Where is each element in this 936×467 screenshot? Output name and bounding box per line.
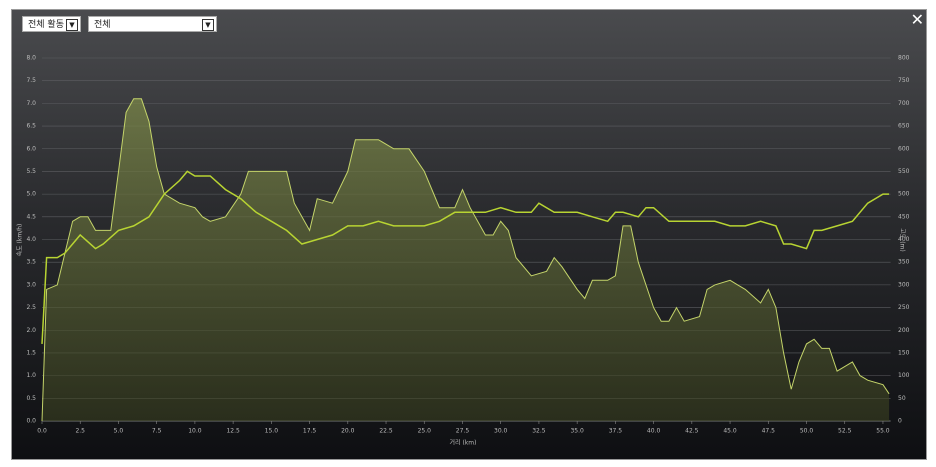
y2-tick-label: 250 (898, 304, 910, 311)
x-tick-label: 35.0 (570, 428, 584, 435)
x-tick-label: 0.0 (37, 428, 47, 435)
y-tick-label: 4.0 (26, 236, 36, 243)
filter-select[interactable]: 전체 ▼ (88, 16, 217, 32)
y-tick-label: 7.0 (26, 100, 36, 107)
y-tick-label: 4.5 (26, 213, 36, 220)
x-axis-label: 거리 (km) (450, 439, 477, 447)
y-tick-label: 5.0 (26, 191, 36, 198)
y2-tick-label: 700 (898, 100, 910, 107)
x-tick-label: 50.0 (800, 428, 814, 435)
x-tick-label: 47.5 (762, 428, 776, 435)
close-button[interactable]: ✕ (910, 10, 924, 29)
y2-tick-label: 100 (898, 372, 910, 379)
y2-tick-label: 50 (898, 395, 906, 402)
y2-tick-label: 650 (898, 123, 910, 130)
area-fill (42, 98, 890, 422)
x-tick-label: 37.5 (609, 428, 623, 435)
filter-select-text: 전체 (94, 20, 111, 30)
y2-axis-label: 고도 (m) (899, 228, 906, 251)
dropdown-arrow[interactable]: ▼ (202, 19, 214, 31)
y-tick-label: 0.0 (26, 418, 36, 425)
x-tick-label: 45.0 (723, 428, 737, 435)
y2-tick-label: 750 (898, 77, 910, 84)
area-line (41, 98, 890, 422)
activity-select[interactable]: 전체 활동 ▼ (22, 16, 81, 32)
dropdown-arrow[interactable]: ▼ (66, 19, 78, 31)
y-tick-label: 2.0 (26, 327, 36, 334)
x-tick-label: 27.5 (456, 428, 470, 435)
y-tick-label: 3.5 (26, 259, 36, 266)
y2-tick-label: 450 (898, 213, 910, 220)
x-tick-label: 2.5 (75, 428, 85, 435)
x-tick-label: 52.5 (838, 428, 852, 435)
x-tick-label: 5.0 (114, 428, 124, 435)
y2-tick-label: 350 (898, 259, 910, 266)
x-tick-label: 12.5 (226, 428, 240, 435)
x-tick-label: 32.5 (532, 428, 546, 435)
y2-tick-label: 400 (898, 236, 910, 243)
y-tick-label: 3.0 (26, 281, 36, 288)
y2-tick-label: 500 (898, 191, 910, 198)
y-tick-label: 6.0 (26, 145, 36, 152)
x-tick-label: 17.5 (303, 428, 317, 435)
x-tick-label: 40.0 (647, 428, 661, 435)
x-tick-label: 7.5 (152, 428, 162, 435)
y-axis-label: 속도 (km/h) (16, 224, 24, 257)
y-tick-label: 0.5 (26, 395, 36, 402)
y2-tick-label: 200 (898, 327, 910, 334)
y2-tick-label: 300 (898, 281, 910, 288)
y2-tick-label: 550 (898, 168, 910, 175)
x-tick-label: 10.0 (188, 428, 202, 435)
y2-tick-label: 0 (898, 418, 902, 425)
x-tick-label: 42.5 (685, 428, 699, 435)
y-tick-label: 6.5 (26, 123, 36, 130)
y-tick-label: 1.5 (26, 349, 36, 356)
x-tick-label: 25.0 (418, 428, 432, 435)
x-tick-label: 22.5 (379, 428, 393, 435)
y-tick-label: 7.5 (26, 77, 36, 84)
line (41, 170, 890, 344)
y-tick-label: 2.5 (26, 304, 36, 311)
x-tick-label: 55.0 (876, 428, 890, 435)
y-tick-label: 5.5 (26, 168, 36, 175)
activity-select-text: 전체 활동 (28, 20, 64, 30)
x-tick-label: 20.0 (341, 428, 355, 435)
y-tick-label: 8.0 (26, 55, 36, 62)
x-tick-label: 15.0 (265, 428, 279, 435)
y2-tick-label: 600 (898, 145, 910, 152)
y2-tick-label: 150 (898, 349, 910, 356)
y-tick-label: 1.0 (26, 372, 36, 379)
x-tick-label: 30.0 (494, 428, 508, 435)
y2-tick-label: 800 (898, 55, 910, 62)
